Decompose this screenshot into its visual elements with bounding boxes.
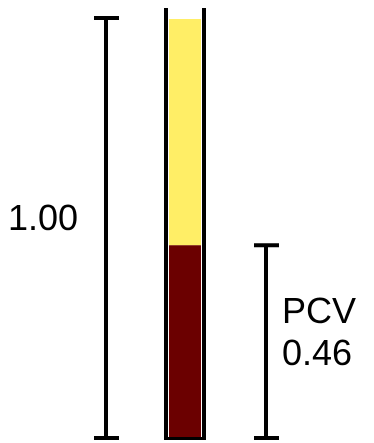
tube: [164, 8, 206, 440]
pcv-title: PCV: [282, 290, 356, 331]
total-label: 1.00: [8, 197, 78, 238]
plasma-layer: [169, 19, 201, 246]
pcv-bracket: [254, 243, 279, 440]
packed-cells-layer: [169, 245, 201, 438]
pcv-value: 0.46: [282, 332, 352, 373]
total-bracket: [94, 16, 119, 440]
